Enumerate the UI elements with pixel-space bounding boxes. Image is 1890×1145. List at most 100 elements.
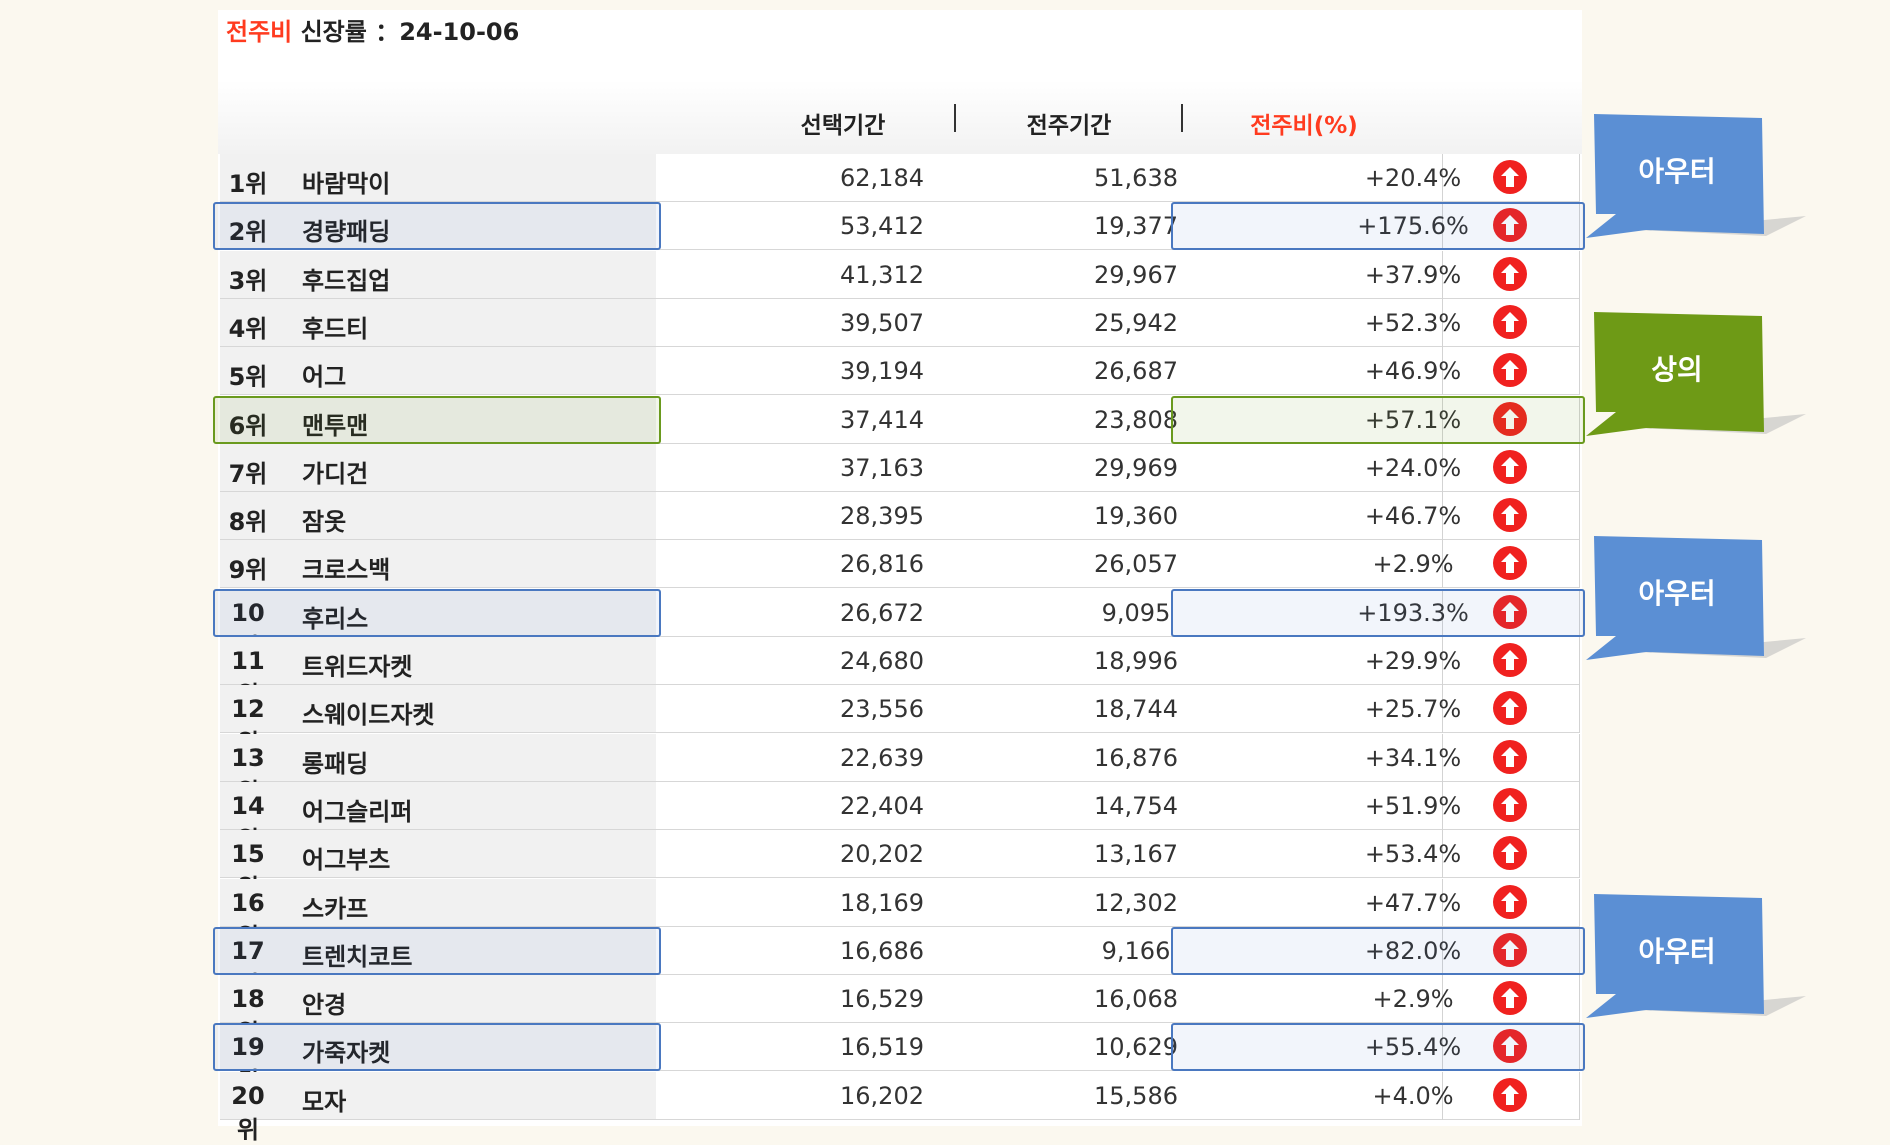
highlight-box-ratio — [1171, 926, 1585, 975]
keyword-label[interactable]: 크로스백 — [302, 556, 391, 585]
keyword-label[interactable]: 어그부츠 — [302, 846, 391, 875]
keyword-label[interactable]: 스웨이드자켓 — [302, 701, 435, 730]
name-cell-bg — [220, 926, 656, 974]
callout-label: 상의 — [1651, 353, 1703, 386]
table-header — [218, 80, 1582, 154]
column-divider — [1442, 781, 1443, 830]
keyword-label[interactable]: 스카프 — [302, 894, 369, 923]
up-arrow-icon — [1493, 304, 1527, 339]
callout-bubble-shape — [1586, 312, 1806, 436]
up-arrow-icon — [1493, 401, 1527, 436]
name-cell-bg — [220, 395, 656, 443]
table-row[interactable]: 20위 모자 16,202 15,586 +4.0% — [220, 1071, 1580, 1144]
name-cell-bg — [220, 733, 656, 781]
table-row[interactable]: 1위 바람막이 62,184 51,638 +20.4% — [220, 154, 1580, 202]
callout-bubble-shape — [1586, 894, 1806, 1018]
name-cell-bg — [220, 492, 656, 540]
up-arrow-icon — [1493, 498, 1527, 533]
keyword-label[interactable]: 어그슬리퍼 — [302, 797, 413, 826]
keyword-label[interactable]: 어그 — [302, 363, 347, 392]
highlight-box-name — [213, 202, 661, 251]
keyword-label[interactable]: 안경 — [302, 991, 347, 1020]
column-divider — [1442, 202, 1443, 251]
selected-period-value: 20,202 — [840, 840, 924, 869]
up-arrow-icon — [1493, 884, 1527, 919]
week-ratio-value: +52.3% — [1364, 308, 1462, 337]
up-arrow-icon — [1493, 932, 1527, 967]
col-header-ratio: 전주비(%) — [1250, 113, 1358, 139]
keyword-label[interactable]: 잠옷 — [302, 508, 347, 537]
highlight-box-ratio — [1171, 395, 1585, 444]
selected-period-value: 18,169 — [840, 888, 924, 917]
highlight-box-name — [213, 926, 661, 975]
week-ratio-value: +25.7% — [1364, 695, 1462, 724]
selected-period-value: 22,639 — [840, 743, 924, 772]
previous-week-value: 26,057 — [1094, 550, 1178, 579]
keyword-label[interactable]: 바람막이 — [302, 170, 391, 198]
previous-week-value: 9,095 — [1101, 598, 1171, 627]
column-divider — [1442, 926, 1443, 975]
week-ratio-value: +51.9% — [1364, 791, 1462, 820]
table-row[interactable]: 3위 후드집업 41,312 29,967 +37.9% — [220, 250, 1580, 299]
column-divider — [1579, 347, 1580, 396]
week-ratio-value: +4.0% — [1372, 1081, 1454, 1110]
row-divider — [220, 394, 1580, 396]
name-cell-bg — [220, 347, 656, 395]
table-row[interactable]: 4위 후드티 39,507 25,942 +52.3% — [220, 298, 1580, 347]
column-divider — [1579, 830, 1580, 879]
week-ratio-value: +53.4% — [1364, 840, 1462, 869]
rank-label: 8위 — [228, 508, 268, 537]
up-arrow-icon — [1493, 449, 1527, 484]
previous-week-value: 15,586 — [1094, 1081, 1178, 1110]
row-divider — [220, 973, 1580, 975]
week-ratio-value: +29.9% — [1364, 647, 1462, 675]
column-divider — [1442, 298, 1443, 347]
table-row[interactable]: 5위 어그 39,194 26,687 +46.9% — [220, 347, 1580, 396]
table-row[interactable]: 9위 크로스백 26,816 26,057 +2.9% — [220, 540, 1580, 589]
selected-period-value: 37,163 — [840, 453, 924, 482]
table-row[interactable]: 6위 맨투맨 37,414 23,808 +57.1% — [220, 395, 1580, 444]
column-divider — [1442, 395, 1443, 444]
week-ratio-value: +20.4% — [1364, 164, 1462, 192]
keyword-label[interactable]: 후드티 — [302, 314, 369, 343]
up-arrow-icon — [1493, 353, 1527, 388]
row-divider — [220, 925, 1580, 927]
selected-period-value: 24,680 — [840, 647, 924, 675]
previous-week-value: 25,942 — [1094, 308, 1178, 337]
keyword-label[interactable]: 트렌치코트 — [302, 942, 413, 971]
column-divider — [1579, 637, 1580, 685]
row-divider — [220, 780, 1580, 782]
row-divider — [220, 1118, 1580, 1120]
keyword-label[interactable]: 트위드자켓 — [302, 653, 413, 681]
table-row[interactable]: 2위 경량패딩 53,412 19,377 +175.6% — [220, 202, 1580, 251]
keyword-label[interactable]: 맨투맨 — [302, 411, 369, 440]
row-divider — [220, 732, 1580, 734]
up-arrow-icon — [1493, 1077, 1527, 1112]
keyword-label[interactable]: 롱패딩 — [302, 749, 369, 778]
keyword-label[interactable]: 경량패딩 — [302, 218, 391, 247]
table-row[interactable]: 8위 잠옷 28,395 19,360 +46.7% — [220, 492, 1580, 541]
previous-week-value: 19,377 — [1094, 212, 1178, 241]
name-cell-bg — [220, 878, 656, 926]
keyword-label[interactable]: 후리스 — [302, 604, 369, 633]
table-row[interactable]: 7위 가디건 37,163 29,969 +24.0% — [220, 443, 1580, 492]
keyword-label[interactable]: 가디건 — [302, 459, 369, 488]
selected-period-value: 28,395 — [840, 502, 924, 531]
column-divider — [1442, 250, 1443, 299]
keyword-label[interactable]: 모자 — [302, 1087, 347, 1116]
keyword-label[interactable]: 후드집업 — [302, 266, 391, 295]
previous-week-value: 29,969 — [1094, 453, 1178, 482]
keyword-label[interactable]: 가죽자켓 — [302, 1039, 391, 1068]
previous-week-value: 12,302 — [1094, 888, 1178, 917]
category-callout: 아우터 — [1586, 890, 1806, 1030]
selected-period-value: 22,404 — [840, 791, 924, 820]
